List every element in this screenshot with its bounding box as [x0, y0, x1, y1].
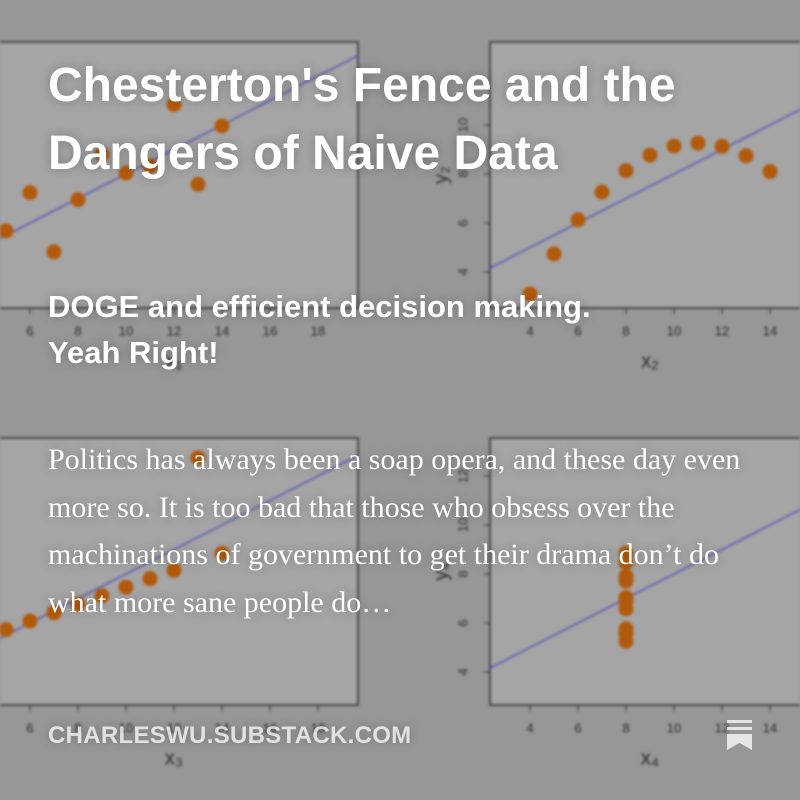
- x-tick-label: 4: [526, 720, 533, 735]
- fit-line: [490, 109, 800, 269]
- point: [94, 588, 110, 604]
- point: [118, 579, 134, 595]
- x-tick-label: 16: [263, 323, 277, 338]
- subtitle: DOGE and efficient decision making. Yeah…: [48, 289, 591, 370]
- point: [142, 571, 158, 587]
- y-tick-label: 12: [455, 469, 470, 483]
- y-tick-label: 6: [455, 219, 470, 226]
- point: [142, 158, 158, 174]
- plot-area: [489, 437, 800, 706]
- x-tick-label: 18: [311, 720, 325, 735]
- fit-line: [0, 454, 358, 639]
- x-tick-label: 14: [215, 323, 229, 338]
- x-tick-label: 10: [667, 720, 681, 735]
- y-tick-label: 10: [455, 118, 470, 132]
- x-tick-label: 12: [167, 323, 181, 338]
- point: [166, 562, 182, 578]
- point: [618, 163, 634, 179]
- point: [190, 176, 206, 192]
- y-tick-label: 8: [455, 170, 470, 177]
- point: [70, 596, 86, 612]
- point: [94, 146, 110, 162]
- axis-label: x₁: [166, 350, 183, 372]
- x-tick-label: 14: [215, 720, 229, 735]
- x-tick-label: 8: [622, 323, 629, 338]
- excerpt: Politics has always been a soap opera, a…: [48, 443, 741, 619]
- point: [594, 184, 610, 200]
- x-tick-label: 14: [763, 720, 777, 735]
- axis-label: x₂: [641, 350, 659, 372]
- x-tick-label: 8: [74, 323, 81, 338]
- x-tick-label: 6: [574, 323, 581, 338]
- x-tick-label: 14: [763, 323, 777, 338]
- axis-label: x₄: [641, 747, 659, 769]
- y-tick-label: 6: [455, 619, 470, 626]
- title: Chesterton's Fence and the Dangers of Na…: [48, 59, 676, 180]
- point: [738, 148, 754, 164]
- axis-label: y₂: [430, 166, 452, 184]
- y-tick-label: 4: [455, 268, 470, 275]
- point: [618, 626, 634, 642]
- point: [570, 212, 586, 228]
- x-tick-label: 18: [311, 323, 325, 338]
- x-tick-label: 10: [119, 323, 133, 338]
- x-tick-label: 12: [715, 323, 729, 338]
- point: [690, 135, 706, 151]
- point: [618, 568, 634, 584]
- point: [22, 185, 38, 201]
- x-tick-label: 10: [667, 323, 681, 338]
- x-tick-label: 8: [74, 720, 81, 735]
- y-tick-label: 4: [455, 668, 470, 675]
- point: [0, 622, 14, 638]
- x-tick-label: 6: [26, 720, 33, 735]
- point: [546, 246, 562, 262]
- axis-label: x₃: [165, 747, 183, 769]
- point: [46, 244, 62, 260]
- point: [70, 192, 86, 208]
- point: [190, 450, 206, 466]
- point: [714, 138, 730, 154]
- x-tick-label: 4: [526, 323, 533, 338]
- point: [214, 118, 230, 134]
- plot-area: [489, 41, 800, 309]
- point: [642, 147, 658, 163]
- bookmark-icon: [727, 720, 752, 750]
- point: [22, 613, 38, 629]
- point: [618, 554, 634, 570]
- point: [522, 286, 538, 302]
- x-tick-label: 12: [715, 720, 729, 735]
- y-tick-label: 10: [455, 518, 470, 532]
- point: [166, 96, 182, 112]
- point: [666, 138, 682, 154]
- point: [0, 223, 14, 239]
- x-tick-label: 6: [574, 720, 581, 735]
- point: [214, 545, 230, 561]
- x-tick-label: 6: [26, 323, 33, 338]
- point: [618, 593, 634, 609]
- point: [762, 164, 778, 180]
- axis-label: y₄: [430, 562, 452, 580]
- x-tick-label: 12: [167, 720, 181, 735]
- point: [46, 605, 62, 621]
- x-tick-label: 8: [622, 720, 629, 735]
- domain: CHARLESWU.SUBSTACK.COM: [48, 722, 412, 749]
- y-tick-label: 8: [455, 570, 470, 577]
- fit-line: [490, 509, 800, 669]
- x-tick-label: 16: [263, 720, 277, 735]
- x-tick-label: 10: [119, 720, 133, 735]
- point: [118, 165, 134, 181]
